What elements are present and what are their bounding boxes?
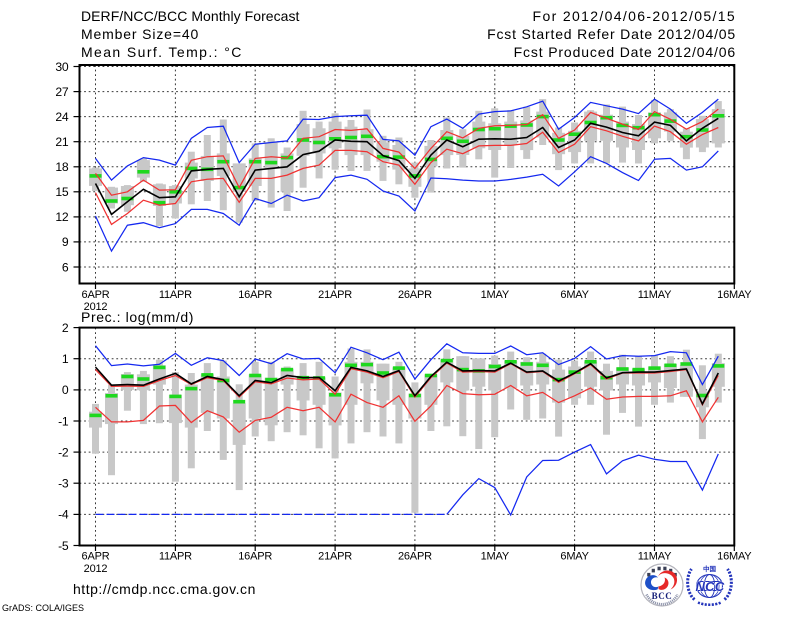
svg-text:26APR: 26APR [398,289,432,301]
svg-text:Fcst Started Refer Date 2012/0: Fcst Started Refer Date 2012/04/05 [487,26,736,42]
svg-text:Prec.: log(mm/d): Prec.: log(mm/d) [81,309,194,325]
svg-text:2012: 2012 [84,301,108,313]
svg-text:26APR: 26APR [398,551,432,563]
svg-text:12: 12 [55,210,69,224]
svg-text:27: 27 [55,85,69,99]
svg-text:Fcst Produced Date 2012/04/06: Fcst Produced Date 2012/04/06 [514,44,736,60]
svg-text:2012: 2012 [84,563,108,575]
svg-text:-3: -3 [58,477,69,491]
svg-text:24: 24 [55,110,69,124]
svg-text:-1: -1 [58,414,69,428]
svg-text:DERF/NCC/BCC Monthly Forecast: DERF/NCC/BCC Monthly Forecast [81,8,300,24]
svg-text:BCC: BCC [652,591,673,601]
svg-text:11MAY: 11MAY [638,551,672,563]
svg-text:中国: 中国 [703,564,717,573]
svg-text:15: 15 [55,185,69,199]
svg-text:16MAY: 16MAY [717,551,752,563]
svg-text:0: 0 [62,383,69,397]
svg-text:9: 9 [62,235,69,249]
svg-text:6MAY: 6MAY [560,289,589,301]
svg-text:-5: -5 [58,539,69,553]
svg-text:6MAY: 6MAY [560,551,589,563]
svg-text:1MAY: 1MAY [481,289,510,301]
svg-text:11MAY: 11MAY [638,289,672,301]
svg-text:11APR: 11APR [159,551,192,563]
svg-text:30: 30 [55,60,69,74]
svg-text:Mean Surf. Temp.: °C: Mean Surf. Temp.: °C [81,44,243,60]
svg-text:NCC: NCC [695,579,724,594]
svg-text:6APR: 6APR [82,289,110,301]
svg-text:11APR: 11APR [159,289,192,301]
svg-text:http://cmdp.ncc.cma.gov.cn: http://cmdp.ncc.cma.gov.cn [73,581,256,597]
svg-text:1: 1 [62,352,69,366]
svg-text:2: 2 [62,321,69,335]
svg-text:6APR: 6APR [82,551,110,563]
svg-text:21: 21 [55,135,69,149]
svg-text:GrADS: COLA/IGES: GrADS: COLA/IGES [2,603,84,613]
svg-text:21APR: 21APR [318,289,352,301]
svg-text:16APR: 16APR [238,551,272,563]
svg-text:16APR: 16APR [238,289,272,301]
svg-text:-4: -4 [58,508,69,522]
svg-text:18: 18 [55,160,69,174]
svg-text:For 2012/04/06-2012/05/15: For 2012/04/06-2012/05/15 [533,8,736,24]
svg-text:-2: -2 [58,445,69,459]
svg-text:6: 6 [62,260,69,274]
svg-text:16MAY: 16MAY [717,289,752,301]
svg-text:Member Size=40: Member Size=40 [81,26,199,42]
svg-text:21APR: 21APR [318,551,352,563]
svg-text:1MAY: 1MAY [481,551,510,563]
